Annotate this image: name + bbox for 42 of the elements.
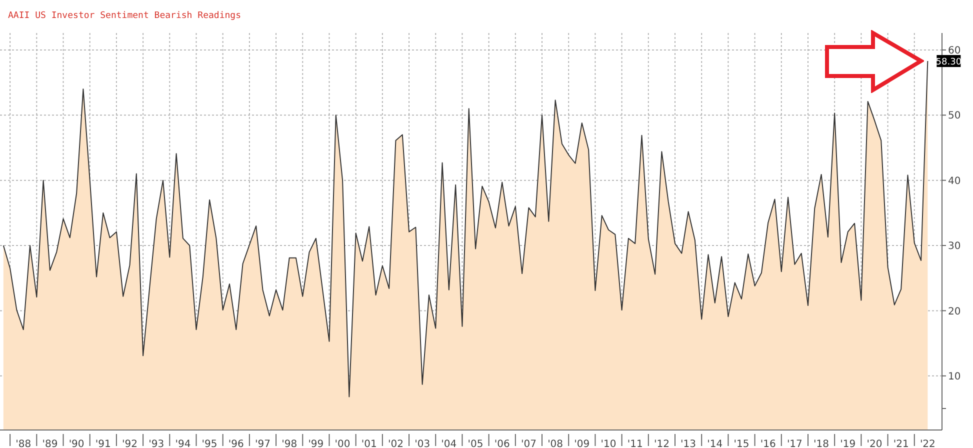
x-tick-label: '98 bbox=[282, 439, 298, 448]
x-tick-label: '06 bbox=[494, 439, 510, 448]
y-tick-label: 20 bbox=[948, 306, 961, 318]
x-tick-label: '01 bbox=[361, 439, 377, 448]
x-tick-label: '08 bbox=[548, 439, 564, 448]
x-tick-label: '93 bbox=[148, 439, 164, 448]
x-tick-label: '92 bbox=[122, 439, 138, 448]
x-tick-label: '03 bbox=[414, 439, 430, 448]
x-tick-label: '02 bbox=[388, 439, 404, 448]
y-tick-label: 60 bbox=[948, 46, 961, 56]
y-tick-label: 30 bbox=[948, 241, 961, 252]
x-tick-label: '99 bbox=[308, 439, 324, 448]
x-tick-label: '04 bbox=[441, 439, 457, 448]
y-tick-label: 40 bbox=[948, 176, 961, 187]
x-tick-label: '11 bbox=[627, 439, 643, 448]
x-tick-label: '10 bbox=[600, 439, 616, 448]
x-tick-label: '15 bbox=[734, 439, 750, 448]
x-tick-label: '90 bbox=[68, 439, 84, 448]
y-tick-label: 50 bbox=[948, 110, 961, 122]
x-tick-label: '20 bbox=[866, 439, 882, 448]
y-tick-label: 10 bbox=[948, 371, 961, 382]
x-tick-label: '94 bbox=[175, 439, 191, 448]
x-tick-label: '22 bbox=[920, 439, 936, 448]
x-tick-label: '12 bbox=[654, 439, 670, 448]
x-tick-label: '14 bbox=[707, 439, 723, 448]
x-tick-label: '97 bbox=[255, 439, 270, 448]
x-tick-label: '95 bbox=[202, 439, 218, 448]
x-tick-label: '21 bbox=[893, 439, 909, 448]
x-tick-label: '88 bbox=[16, 439, 32, 448]
x-tick-label: '18 bbox=[814, 439, 830, 448]
x-tick-label: '89 bbox=[42, 439, 58, 448]
x-tick-label: '13 bbox=[680, 439, 696, 448]
x-tick-label: '05 bbox=[468, 439, 484, 448]
chart-title: AAII US Investor Sentiment Bearish Readings bbox=[8, 11, 241, 21]
x-tick-label: '07 bbox=[520, 439, 536, 448]
x-tick-label: '91 bbox=[95, 439, 111, 448]
x-tick-label: '16 bbox=[760, 439, 776, 448]
x-tick-label: '19 bbox=[840, 439, 856, 448]
x-tick-label: '09 bbox=[574, 439, 590, 448]
x-tick-label: '17 bbox=[786, 439, 802, 448]
x-tick-label: '00 bbox=[334, 439, 350, 448]
x-tick-label: '96 bbox=[228, 439, 244, 448]
